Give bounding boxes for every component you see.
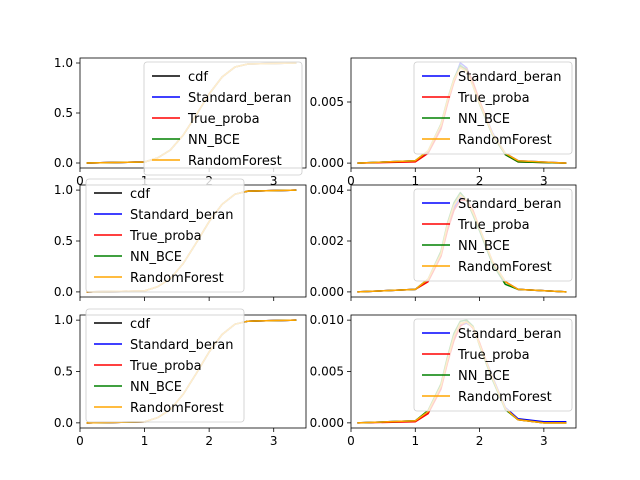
legend-label: RandomForest (130, 271, 224, 286)
subplot-cdf-row-1: 0.00.51.00123cdfStandard_beranTrue_proba… (54, 56, 307, 188)
legend-label: cdf (130, 187, 150, 202)
legend: Standard_beran True_proba NN_BCE RandomFore… (413, 318, 573, 412)
legend-label: RandomForest (458, 260, 552, 275)
legend-label: Standard_beran (458, 197, 561, 212)
legend-label: RandomForest (458, 390, 552, 405)
legend: cdf Standard_beran True_proba NN_BCE RandomF… (143, 61, 303, 176)
axes-frame (350, 184, 577, 298)
legend: Standard_beran True_proba NN_BCE RandomFore… (413, 61, 573, 155)
legend-box (413, 61, 573, 155)
y-tick-label: 0.000 (310, 416, 344, 430)
legend-label: cdf (130, 317, 150, 332)
legend-label: Standard_beran (458, 70, 561, 85)
legend-label: True_proba (457, 218, 530, 233)
y-tick-label: 0.002 (310, 234, 344, 248)
y-tick-label: 0.005 (310, 365, 344, 379)
y-tick-label: 0.0 (54, 416, 73, 430)
y-tick-label: 1.0 (54, 183, 73, 197)
legend: cdf Standard_beran True_proba NN_BCE RandomF… (85, 308, 245, 423)
x-tick-label: 0 (76, 174, 84, 188)
y-tick-label: 0.000 (310, 285, 344, 299)
legend-label: RandomForest (188, 154, 282, 169)
subplot-density-row-3: 0.000 0.005 0.010 0 1 2 3 Standard_beran True_pr… (310, 313, 577, 448)
x-tick-label: 0 (347, 434, 355, 448)
legend-label: Standard_beran (130, 208, 233, 223)
subplot-density-row-2: 0.000 0.002 0.004 Standard_beran True_proba N… (310, 183, 577, 301)
y-tick-label: 1.0 (54, 313, 73, 327)
y-tick-label: 0.0 (54, 156, 73, 170)
y-tick-label: 1.0 (54, 56, 73, 70)
legend-box (413, 188, 573, 282)
legend-label: NN_BCE (130, 250, 182, 265)
legend-label: NN_BCE (458, 239, 510, 254)
axes-frame (350, 314, 577, 429)
legend-label: NN_BCE (188, 133, 240, 148)
x-tick-label: 1 (141, 434, 149, 448)
y-tick-label: 0.005 (310, 95, 344, 109)
y-tick-label: 0.5 (54, 365, 73, 379)
y-tick-label: 0.004 (310, 183, 344, 197)
legend-box (85, 178, 245, 293)
y-tick-label: 0.5 (54, 234, 73, 248)
legend-label: NN_BCE (130, 380, 182, 395)
legend-label: NN_BCE (458, 112, 510, 127)
legend-label: True_proba (187, 112, 260, 127)
legend-box (85, 308, 245, 423)
subplot-cdf-row-2: 0.0 0.5 1.0 cdf Standard_beran True_proba NN_B… (54, 178, 307, 301)
x-tick-label: 3 (270, 434, 278, 448)
legend-label: cdf (188, 70, 208, 85)
x-tick-label: 2 (476, 434, 484, 448)
legend-label: True_proba (457, 348, 530, 363)
legend-label: RandomForest (458, 133, 552, 148)
y-tick-label: 0.0 (54, 285, 73, 299)
legend: cdf Standard_beran True_proba NN_BCE RandomF… (85, 178, 245, 293)
x-tick-label: 1 (411, 174, 419, 188)
y-tick-label: 0.5 (54, 106, 73, 120)
x-tick-label: 2 (476, 174, 484, 188)
x-tick-label: 3 (540, 174, 548, 188)
legend-label: True_proba (457, 91, 530, 106)
x-tick-label: 0 (76, 434, 84, 448)
legend-box (143, 61, 303, 176)
legend-label: NN_BCE (458, 369, 510, 384)
x-tick-label: 1 (411, 434, 419, 448)
legend-label: Standard_beran (188, 91, 291, 106)
subplot-density-row-1: 0.000 0.005 0 1 2 3 Standard_beran True_proba NN… (310, 57, 577, 188)
subplot-cdf-row-3: 0.0 0.5 1.0 0 1 2 3 cdf Standard_beran True_proba… (54, 308, 307, 448)
x-tick-label: 2 (205, 434, 213, 448)
x-tick-label: 3 (540, 434, 548, 448)
x-tick-label: 0 (347, 174, 355, 188)
legend-label: True_proba (129, 359, 202, 374)
legend: Standard_beran True_proba NN_BCE RandomFore… (413, 188, 573, 282)
y-tick-label: 0.010 (310, 313, 344, 327)
legend-box (413, 318, 573, 412)
legend-label: True_proba (129, 229, 202, 244)
x-tick-label: 3 (270, 174, 278, 188)
legend-label: Standard_beran (458, 327, 561, 342)
y-tick-label: 0.000 (310, 156, 344, 170)
legend-label: Standard_beran (130, 338, 233, 353)
legend-label: RandomForest (130, 401, 224, 416)
axes-frame (350, 57, 577, 169)
